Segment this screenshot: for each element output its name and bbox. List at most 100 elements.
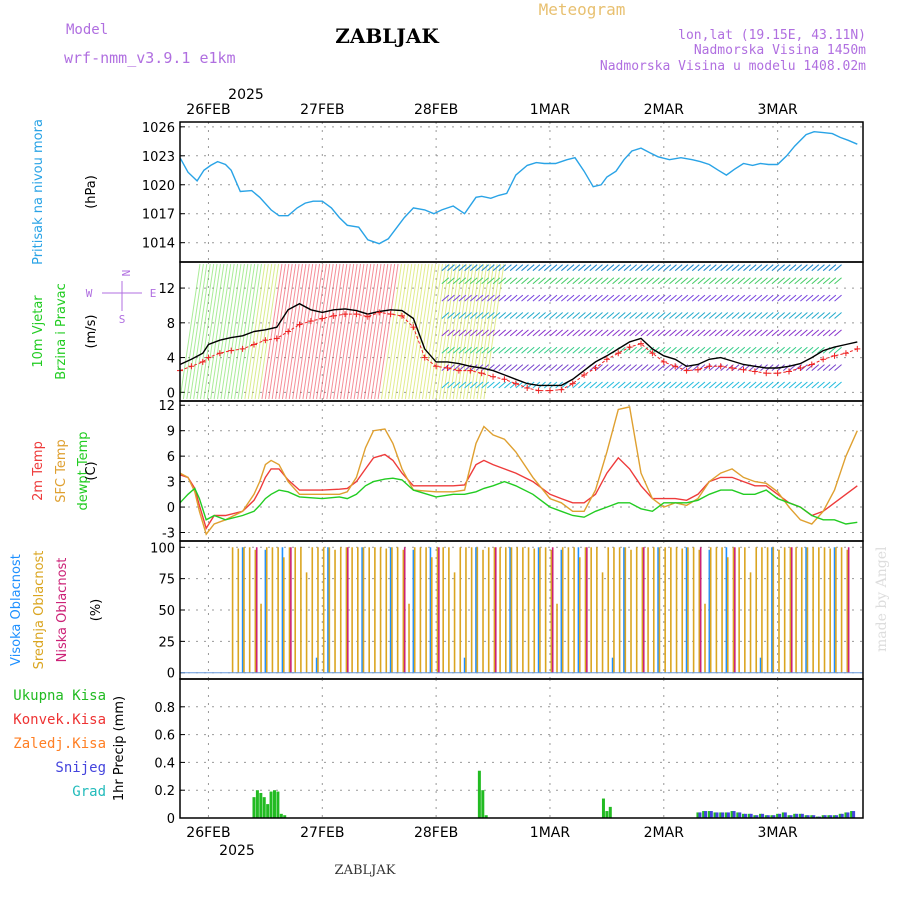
- wind-barb: [760, 381, 768, 389]
- wind-barb: [680, 329, 689, 337]
- wind-barb: [754, 294, 763, 302]
- wind-hatch-line: [213, 263, 235, 400]
- wind-hatch-line: [336, 263, 358, 400]
- wind-hatch-line: [333, 263, 355, 400]
- wind-barb: [629, 381, 637, 389]
- wind-barb: [674, 277, 683, 285]
- wind-barb: [640, 294, 649, 302]
- wind-barb: [777, 329, 785, 337]
- series-pressure: [179, 130, 858, 245]
- wind-barb: [464, 264, 472, 272]
- precip-bar-total_precip: [753, 815, 757, 818]
- wind-barb: [811, 277, 820, 285]
- precip-bar-snow: [778, 813, 782, 818]
- precip-bar-snow: [783, 812, 787, 818]
- wind-barb: [771, 294, 780, 302]
- wind-barb: [811, 381, 820, 389]
- wind-barb: [805, 329, 814, 337]
- wind-barb: [452, 277, 461, 285]
- wind-barb: [464, 381, 472, 389]
- y-tick-label: 75: [158, 573, 175, 588]
- wind-barb: [617, 364, 626, 371]
- wind-barb: [635, 364, 643, 371]
- wind-hatch-line: [196, 263, 218, 400]
- wind-barb: [606, 329, 615, 337]
- wind-barb: [817, 277, 825, 285]
- y-tick-label: 0.8: [154, 701, 175, 716]
- panel-unit: (m/s): [84, 315, 99, 349]
- precip-bar-snow: [852, 811, 856, 818]
- wind-hatch-line: [281, 263, 303, 400]
- wind-barb: [606, 346, 615, 354]
- wind-barb: [469, 381, 478, 389]
- wind-hatch-line: [391, 263, 413, 400]
- wind-hatch-line: [421, 263, 443, 400]
- wind-barb: [509, 346, 518, 354]
- precip-bar-total_precip: [730, 811, 734, 818]
- wind-barb: [828, 381, 837, 389]
- wind-barb: [458, 294, 467, 302]
- precip-bar-total_precip: [787, 815, 791, 818]
- wind-barb: [697, 277, 706, 285]
- wind-barb: [447, 346, 455, 354]
- wind-barb: [441, 312, 450, 319]
- wind-hatch-line: [411, 263, 433, 400]
- wind-barb: [464, 329, 472, 337]
- wind-barb: [731, 329, 740, 337]
- wind-hatch-line: [223, 263, 245, 400]
- wind-hatch-line: [268, 263, 290, 400]
- wind-barb: [686, 264, 694, 272]
- wind-barb: [720, 381, 729, 389]
- wind-barb: [674, 312, 683, 319]
- wind-barb: [748, 277, 757, 285]
- wind-barb: [817, 381, 825, 389]
- wind-barb: [760, 264, 768, 272]
- wind-barb: [555, 312, 563, 319]
- wind-barb: [617, 329, 626, 337]
- precip-bar-snow: [795, 813, 799, 818]
- wind-barb: [526, 329, 535, 337]
- wind-barb: [583, 346, 592, 354]
- wind-barb: [578, 312, 586, 319]
- y-tick-label: 1026: [142, 121, 175, 136]
- wind-barb: [481, 294, 489, 302]
- wind-barb: [595, 312, 603, 319]
- wind-barb: [720, 264, 729, 272]
- wind-barb: [708, 264, 717, 272]
- wind-barb: [703, 346, 711, 354]
- precip-bar-total_precip: [821, 815, 825, 818]
- wind-barb: [663, 346, 672, 354]
- precip-bar-snow: [766, 815, 770, 818]
- date-label-bottom: 3MAR: [757, 825, 798, 841]
- wind-barb: [583, 312, 592, 319]
- wind-barb: [595, 329, 603, 337]
- wind-hatch-line: [258, 263, 280, 400]
- wind-barb: [543, 364, 552, 371]
- date-label-top: 3MAR: [757, 102, 798, 118]
- wind-barb: [583, 329, 592, 337]
- wind-barb: [788, 329, 797, 337]
- precip-bar-snow: [726, 812, 730, 818]
- wind-barb: [504, 264, 512, 272]
- panel-label: dewpt Temp: [76, 431, 91, 510]
- precip-bar-total_precip: [484, 815, 488, 818]
- wind-barb: [811, 294, 820, 302]
- wind-barb: [714, 294, 723, 302]
- date-label-bottom: 28FEB: [414, 825, 458, 841]
- year-label-top: 2025: [228, 87, 264, 103]
- wind-barb: [708, 329, 717, 337]
- wind-barb: [765, 381, 774, 389]
- wind-barb: [458, 264, 467, 272]
- wind-barb: [521, 329, 529, 337]
- date-label-top: 26FEB: [186, 102, 230, 118]
- model-name: wrf-nmm_v3.9.1 e1km: [64, 49, 236, 67]
- wind-barb: [669, 346, 677, 354]
- precip-bar-total_precip: [719, 812, 723, 818]
- wind-barb: [521, 277, 529, 285]
- precip-bar-total_precip: [838, 813, 842, 818]
- wind-hatch-line: [271, 263, 293, 400]
- wind-barb: [492, 312, 501, 319]
- wind-barb: [800, 381, 808, 389]
- date-label-top: 27FEB: [300, 102, 344, 118]
- wind-barb: [674, 381, 683, 389]
